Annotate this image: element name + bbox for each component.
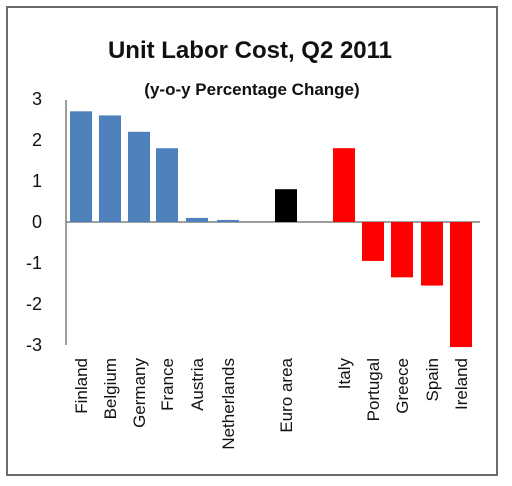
bar-germany xyxy=(128,131,150,222)
chart-title: Unit Labor Cost, Q2 2011 xyxy=(108,37,392,64)
bar-greece xyxy=(391,222,413,278)
category-label: Germany xyxy=(130,358,149,428)
y-tick-labels: 3 2 1 0 -1 -2 -3 xyxy=(26,89,42,355)
y-tick-label: 2 xyxy=(32,130,42,150)
bar-finland xyxy=(70,111,92,222)
category-label: Austria xyxy=(188,357,207,410)
category-labels: Finland Belgium Germany France Austria Nether… xyxy=(72,357,471,449)
y-tick-label: 3 xyxy=(32,89,42,109)
bar-belgium xyxy=(99,115,121,222)
category-label: Netherlands xyxy=(219,358,238,450)
y-tick-label: -2 xyxy=(26,294,42,314)
y-tick-label: 0 xyxy=(32,212,42,232)
bar-euro-area xyxy=(275,189,297,222)
y-tick-label: -1 xyxy=(26,253,42,273)
category-label: Portugal xyxy=(364,358,383,421)
chart-frame xyxy=(6,6,498,476)
y-tick-label: -3 xyxy=(26,335,42,355)
bar-france xyxy=(156,148,178,222)
bar-austria xyxy=(186,217,208,222)
y-tick-label: 1 xyxy=(32,171,42,191)
category-label: Greece xyxy=(393,358,412,414)
bar-spain xyxy=(421,222,443,286)
bar-netherlands xyxy=(217,219,239,222)
category-label: Ireland xyxy=(452,358,471,410)
category-label: Italy xyxy=(335,358,354,390)
category-label: Belgium xyxy=(101,358,120,419)
bar-portugal xyxy=(362,222,384,261)
category-label: Spain xyxy=(423,358,442,401)
category-label: France xyxy=(158,358,177,411)
chart-subtitle: (y-o-y Percentage Change) xyxy=(144,80,359,99)
bar-italy xyxy=(333,148,355,222)
bar-group xyxy=(70,111,472,348)
category-label: Finland xyxy=(72,358,91,414)
category-label: Euro area xyxy=(277,357,296,432)
bar-ireland xyxy=(450,222,472,348)
